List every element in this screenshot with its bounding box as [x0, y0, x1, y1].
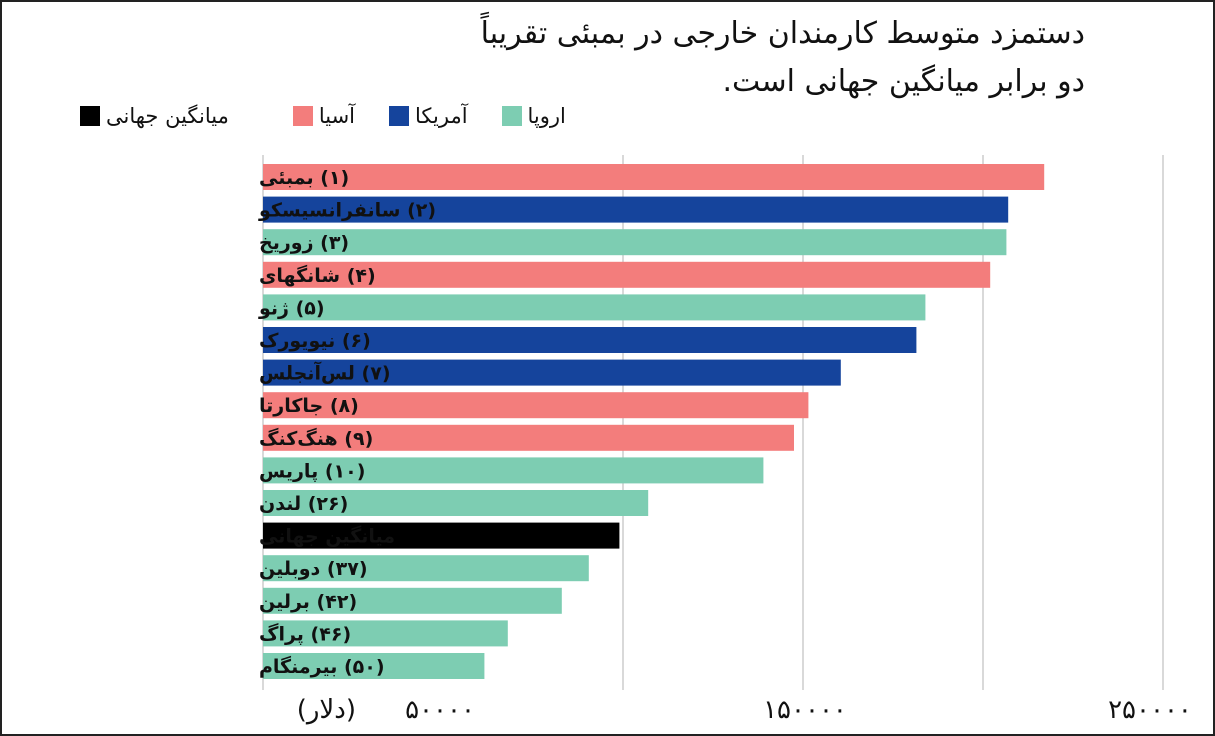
- bar-15: [263, 620, 508, 647]
- category-label-5: (۵) ژنو: [258, 297, 325, 319]
- bar-12: [263, 522, 620, 549]
- legend-label-america: آمریکا: [415, 104, 468, 128]
- category-label-layer: (۱) بمبئی (۲) سانفرانسیسکو (۳) زوریخ (۴) شا…: [258, 167, 436, 678]
- bar-4: [263, 261, 991, 288]
- x-axis-unit-label: (دلار): [297, 695, 356, 725]
- category-label-7: (۷) لس‌آنجلس: [259, 361, 391, 385]
- legend-item-asia: آسیا: [292, 104, 356, 128]
- category-label-13: (۳۷) دوبلین: [259, 558, 368, 580]
- chart-title-line-1: دستمزد متوسط کارمندان خارجی در بمبئی تقر…: [480, 16, 1085, 51]
- legend-swatch-america: [389, 106, 410, 126]
- bar-6: [263, 327, 917, 353]
- bar-10: [263, 457, 764, 484]
- legend-label-asia: آسیا: [318, 104, 356, 128]
- category-label-2: (۲) سانفرانسیسکو: [258, 200, 436, 222]
- category-label-9: (۹) هنگ‌کنگ: [259, 427, 373, 450]
- x-tick-label-150000: ۱۵۰۰۰۰: [763, 695, 847, 725]
- legend-label-europe: اروپا: [527, 104, 566, 128]
- legend-item-europe: اروپا: [501, 104, 566, 128]
- legend-item-america: آمریکا: [389, 104, 468, 128]
- x-tick-label-250000: ۲۵۰۰۰۰: [1108, 695, 1192, 725]
- bar-2: [263, 196, 1009, 223]
- category-label-1: (۱) بمبئی: [259, 167, 349, 189]
- x-tick-label-50000: ۵۰۰۰۰: [405, 695, 475, 725]
- category-label-6: (۶) نیویورک: [259, 330, 371, 352]
- category-label-8: (۸) جاکارتا: [259, 395, 359, 417]
- legend-swatch-asia: [292, 106, 313, 126]
- category-label-14: (۴۲) برلین: [259, 591, 357, 613]
- bar-11: [263, 490, 649, 516]
- category-label-4: (۴) شانگهای: [259, 264, 376, 287]
- category-label-12: میانگین جهانی: [259, 525, 395, 548]
- bar-16: [263, 653, 485, 679]
- category-label-11: (۲۶) لندن: [259, 493, 348, 515]
- legend-swatch-europe: [501, 106, 522, 126]
- bar-1: [263, 164, 1045, 190]
- category-label-16: (۵۰) بیرمنگام: [259, 655, 385, 678]
- chart-legend: میانگین جهانی آسیا آمریکا اروپا: [80, 104, 600, 128]
- bar-3: [263, 229, 1007, 256]
- legend-swatch-world-average: [80, 106, 100, 126]
- bar-9: [263, 424, 794, 451]
- category-label-15: (۴۶) پراگ: [259, 622, 351, 645]
- bar-13: [263, 555, 589, 582]
- chart-title: دستمزد متوسط کارمندان خارجی در بمبئی تقر…: [185, 10, 1085, 106]
- category-label-3: (۳) زوریخ: [259, 232, 349, 254]
- bar-8: [263, 392, 809, 419]
- bar-layer: [263, 164, 1045, 679]
- category-label-10: (۱۰) پاریس: [259, 460, 365, 482]
- legend-label-world-average: میانگین جهانی: [106, 104, 229, 128]
- legend-item-world-average: میانگین جهانی: [80, 104, 229, 128]
- tick-label-layer: ۵۰۰۰۰ ۱۵۰۰۰۰ ۲۵۰۰۰۰: [405, 695, 1192, 725]
- bar-5: [263, 294, 926, 321]
- bar-14: [263, 587, 562, 614]
- chart-title-line-2: دو برابر میانگین جهانی است.: [722, 64, 1085, 99]
- bar-7: [263, 359, 841, 386]
